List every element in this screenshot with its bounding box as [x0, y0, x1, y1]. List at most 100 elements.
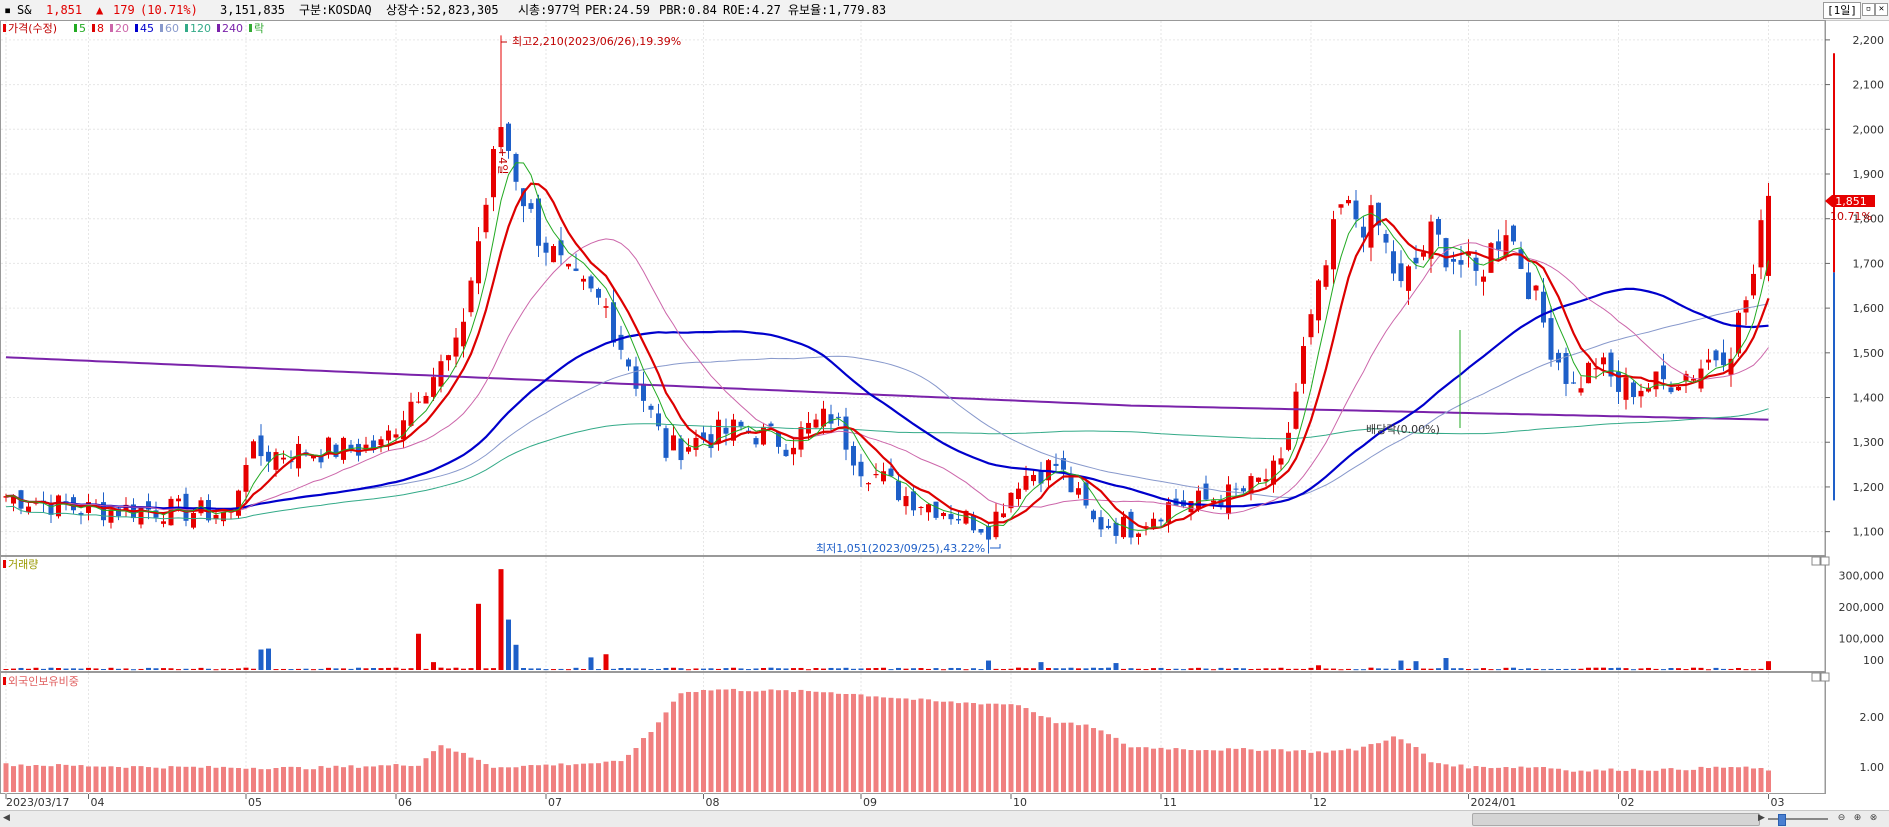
candle-body [513, 153, 519, 182]
candle-body [1436, 218, 1441, 235]
foreign-bar [341, 767, 346, 792]
candle-body [333, 444, 339, 457]
foreign-panel-max-icon[interactable] [1811, 672, 1821, 682]
candle-body [33, 502, 39, 504]
candle-body [161, 521, 166, 524]
horizontal-scrollbar[interactable]: ◀ ▶ ⊖ ⊕ ⊗ [0, 810, 1889, 827]
candle-body [1263, 479, 1269, 482]
foreign-bar [1203, 750, 1209, 792]
foreign-bar [1623, 770, 1629, 792]
scroll-left-icon[interactable]: ◀ [3, 813, 10, 823]
volume-bar [1721, 668, 1726, 670]
volume-bar [1428, 668, 1434, 670]
foreign-bar [1646, 770, 1651, 792]
zoom-slider-handle[interactable] [1778, 814, 1786, 826]
volume-bar [483, 668, 489, 670]
foreign-bar [1286, 751, 1291, 792]
candle-body [26, 506, 31, 513]
scrollbar-thumb[interactable] [1472, 813, 1760, 826]
candle-body [311, 455, 316, 459]
time-tick-label: 2023/03/17 [6, 796, 69, 809]
zoom-reset-icon[interactable]: ⊗ [1869, 813, 1878, 823]
candle-body [1608, 352, 1614, 377]
candle-body [971, 515, 976, 531]
volume-bar [933, 668, 939, 670]
candle-body [1293, 391, 1299, 429]
price-tick-label: 1,500 [1853, 347, 1885, 360]
chart-canvas[interactable]: 2,200 2,100 2,000 1,900 1,800 1,700 1,600 1,500… [0, 0, 1889, 810]
foreign-bar [1616, 770, 1621, 792]
legend-swatch-4 [160, 24, 163, 32]
minimize-icon[interactable]: ▫ [1862, 3, 1875, 16]
foreign-bar [281, 766, 286, 792]
volume-bar [783, 668, 789, 670]
foreign-bar [663, 712, 669, 792]
volume-bar [1391, 668, 1396, 670]
volume-bar [476, 603, 481, 670]
candle-body [1428, 221, 1434, 259]
market: 구분:KOSDAQ [299, 3, 372, 17]
volume-bar [1128, 668, 1134, 670]
gap-marker: +4일 [496, 148, 510, 174]
volume-bar [1031, 668, 1036, 670]
market-cap: 시총:977억 [518, 3, 581, 17]
scroll-right-icon[interactable]: ▶ [1758, 813, 1765, 823]
candle-body [521, 188, 526, 207]
price-change: 179 [113, 3, 135, 17]
foreign-bar [656, 722, 661, 792]
candle-body [1016, 488, 1021, 500]
zoom-out-icon[interactable]: ⊖ [1837, 813, 1846, 823]
timeframe-button[interactable]: [1일] [1823, 2, 1861, 19]
volume-bar [41, 668, 46, 670]
foreign-bar [783, 690, 789, 792]
foreign-bar [1698, 766, 1704, 792]
volume-panel-max-icon[interactable] [1811, 556, 1821, 566]
volume-bar [116, 668, 121, 670]
volume-bar [378, 668, 384, 670]
foreign-bar [183, 766, 189, 792]
volume-bar [896, 667, 901, 670]
candle-body [723, 427, 729, 434]
volume-bar [86, 667, 91, 670]
volume-bar [1601, 667, 1606, 670]
foreign-bar [1398, 739, 1404, 792]
volume-bar [258, 649, 264, 670]
candle-body [1271, 460, 1276, 485]
candle-body [1736, 312, 1741, 354]
volume-bar [1271, 668, 1276, 670]
ma-45-line [5, 287, 1769, 510]
ma-240-line [5, 356, 1769, 421]
foreign-bar [746, 691, 751, 792]
volume-bar [18, 667, 24, 670]
close-icon[interactable]: ✕ [1875, 3, 1888, 16]
volume-panel-close-icon[interactable] [1820, 556, 1830, 566]
foreign-bar [768, 689, 774, 792]
foreign-bar [738, 691, 744, 792]
foreign-bar [1533, 767, 1539, 792]
candle-body [1578, 388, 1584, 393]
zoom-slider-track[interactable] [1768, 818, 1828, 820]
candle-body [1083, 482, 1089, 506]
volume-bar [873, 667, 879, 670]
candle-body [1188, 501, 1194, 513]
volume-bar [1068, 667, 1074, 670]
candle-body [1256, 477, 1261, 482]
volume-bar [1413, 661, 1419, 670]
zoom-in-icon[interactable]: ⊕ [1853, 813, 1862, 823]
foreign-bar [303, 769, 309, 792]
foreign-panel-close-icon[interactable] [1820, 672, 1830, 682]
volume-bar [693, 668, 699, 670]
volume-bar [1421, 668, 1426, 670]
foreign-bar [1196, 750, 1201, 792]
volume-bar [731, 667, 736, 670]
volume-bar [978, 669, 984, 671]
candle-body [1646, 387, 1651, 392]
volume-bar [1503, 667, 1509, 670]
candle-body [341, 437, 346, 460]
foreign-bar [1428, 762, 1434, 792]
legend-swatch-1 [92, 24, 95, 32]
volume-bar [528, 668, 534, 670]
volume-bar [513, 644, 519, 670]
candle-body [963, 510, 969, 524]
